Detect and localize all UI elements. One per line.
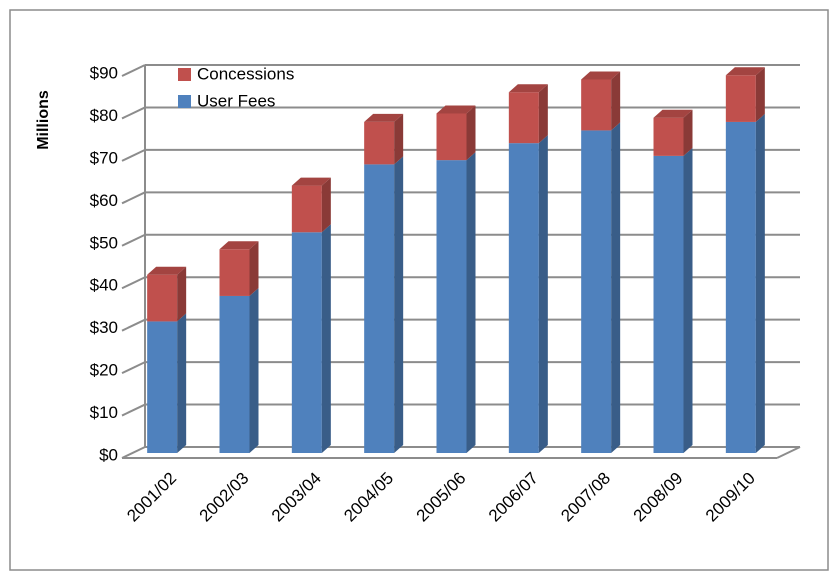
- bar: [508, 143, 539, 453]
- bar-side: [466, 105, 476, 161]
- bar-side: [755, 67, 765, 122]
- bar: [653, 117, 684, 156]
- y-tick-label: $70: [90, 148, 118, 167]
- y-tick-label: $0: [99, 445, 118, 464]
- bar: [147, 321, 178, 453]
- legend-label: Concessions: [197, 64, 294, 83]
- bar: [508, 92, 539, 144]
- bar-side: [755, 113, 765, 453]
- bar-top: [147, 266, 187, 275]
- legend-swatch: [178, 68, 191, 81]
- grid-line-depth: [121, 318, 146, 332]
- legend-swatch: [178, 95, 191, 108]
- bar: [725, 121, 756, 453]
- bar: [364, 164, 395, 453]
- bar-top: [725, 67, 765, 76]
- y-tick-label: $30: [90, 318, 118, 337]
- grid-line-depth: [121, 64, 146, 77]
- grid-line-depth: [121, 276, 146, 290]
- bar: [581, 130, 612, 453]
- bar: [291, 185, 322, 233]
- bar: [291, 232, 322, 453]
- bar: [219, 295, 250, 453]
- y-tick-label: $90: [90, 63, 118, 82]
- bar: [436, 113, 467, 161]
- y-tick-label: $40: [90, 276, 118, 295]
- bar-top: [508, 84, 548, 93]
- bar-side: [321, 224, 331, 453]
- grid-line-depth: [121, 106, 146, 120]
- bar: [725, 75, 756, 122]
- y-tick-label: $20: [90, 361, 118, 380]
- bar-side: [538, 84, 548, 144]
- legend-label: User Fees: [197, 91, 275, 110]
- grid-line-depth: [121, 191, 146, 205]
- bar-top: [581, 71, 621, 80]
- bar-side: [394, 113, 404, 165]
- bar-side: [538, 135, 548, 453]
- bar-side: [249, 241, 259, 296]
- bar: [436, 160, 467, 453]
- y-tick-label: $10: [90, 403, 118, 422]
- axis-floor-edge: [776, 446, 801, 459]
- bar-side: [683, 147, 693, 453]
- bar-side: [683, 109, 693, 156]
- bar-side: [321, 177, 331, 233]
- chart-frame: [9, 9, 829, 571]
- bar: [147, 274, 178, 322]
- bar-side: [394, 156, 404, 453]
- y-tick-label: $50: [90, 233, 118, 252]
- bar-side: [177, 266, 187, 322]
- bar-top: [436, 105, 476, 114]
- bar: [581, 79, 612, 131]
- bar: [364, 121, 395, 165]
- bar-side: [177, 313, 187, 453]
- bar: [653, 155, 684, 453]
- bar-top: [653, 109, 693, 118]
- grid-line-depth: [121, 148, 146, 162]
- y-tick-label: $60: [90, 191, 118, 210]
- bar-top: [219, 241, 259, 250]
- bar-top: [364, 113, 404, 122]
- bar-side: [611, 122, 621, 453]
- grid-line-depth: [121, 446, 146, 459]
- bar: [219, 249, 250, 296]
- grid-line-depth: [121, 361, 146, 375]
- bar-side: [466, 152, 476, 453]
- y-tick-label: $80: [90, 106, 118, 125]
- grid-line-depth: [121, 233, 146, 247]
- bar-side: [611, 71, 621, 131]
- bar-side: [249, 287, 259, 453]
- grid-line-depth: [121, 403, 146, 417]
- bar-top: [291, 177, 331, 186]
- y-axis-label: Millions: [35, 90, 52, 150]
